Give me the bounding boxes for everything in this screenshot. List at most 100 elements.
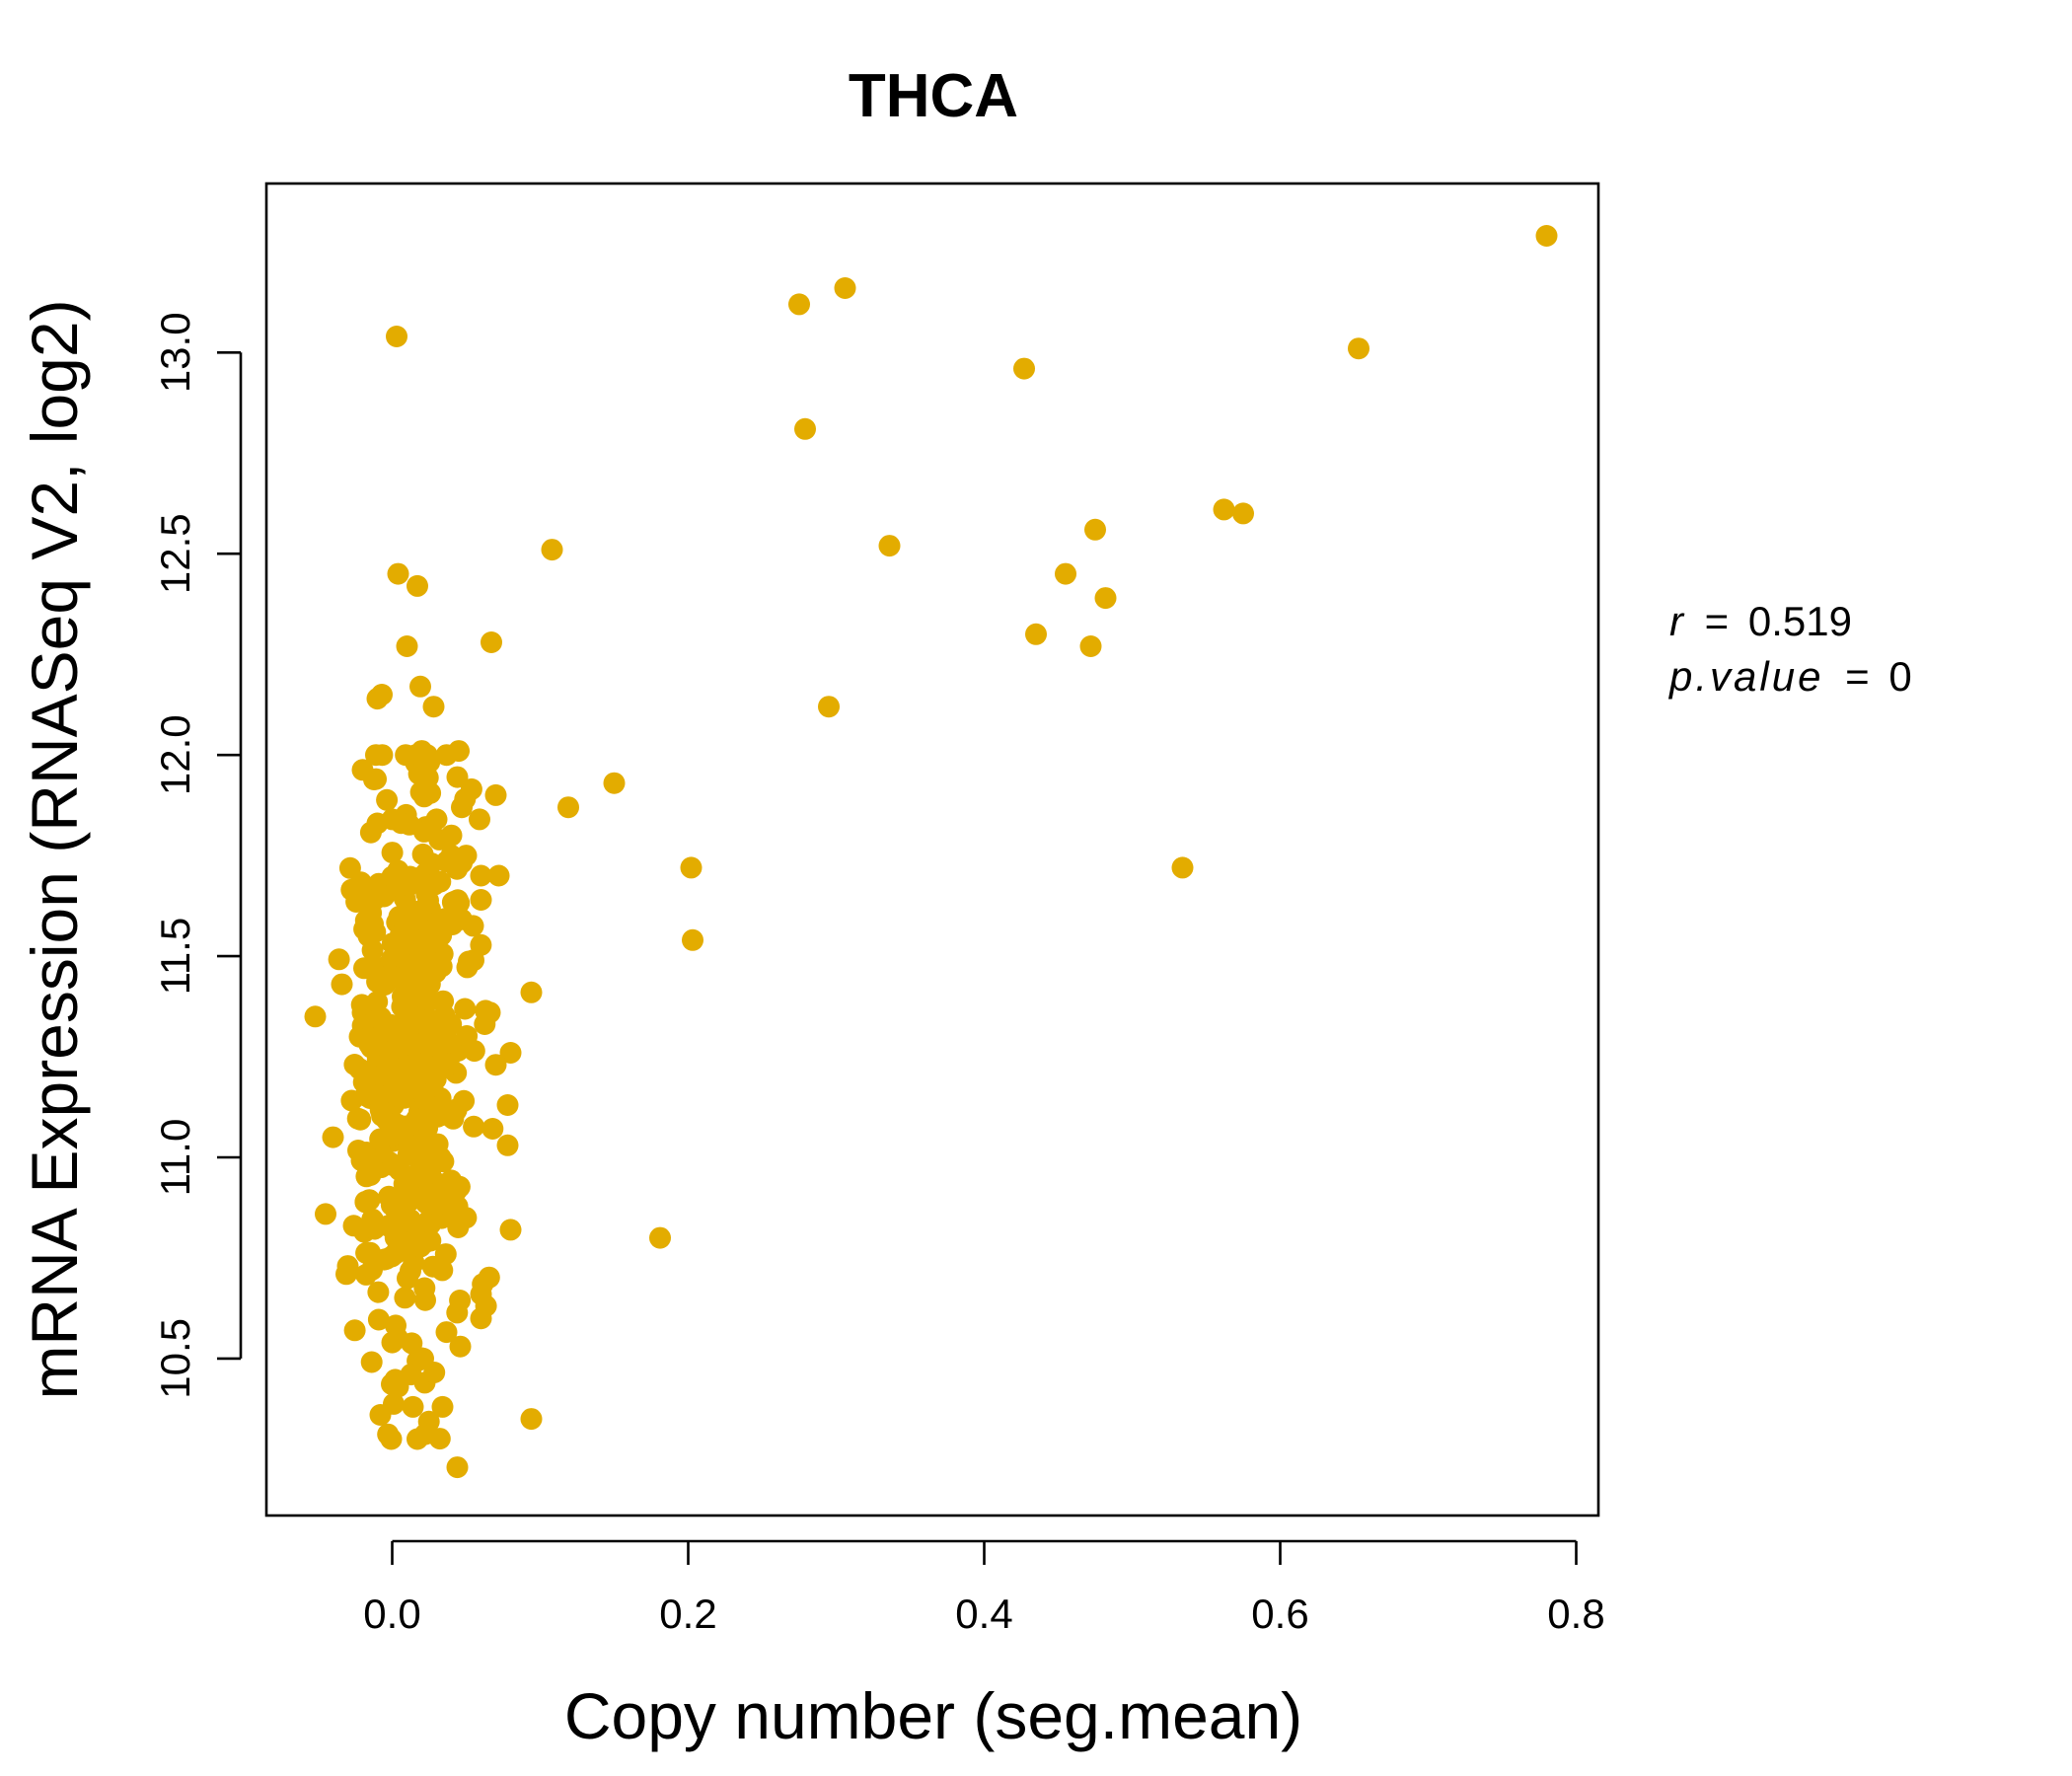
data-point [376, 788, 399, 811]
data-point [347, 1140, 369, 1161]
data-point [431, 1259, 454, 1282]
y-tick-label: 13.0 [152, 312, 198, 393]
data-point [818, 696, 840, 718]
data-point [417, 1410, 440, 1433]
data-point [400, 1364, 422, 1386]
data-point [402, 953, 424, 976]
data-point [340, 1089, 363, 1112]
data-point [1232, 502, 1254, 525]
data-point [520, 1408, 543, 1431]
data-point [400, 1061, 421, 1083]
data-point [377, 1423, 400, 1445]
data-point [1094, 587, 1117, 610]
data-point [331, 973, 353, 996]
data-point [1079, 635, 1102, 657]
data-point [463, 1040, 485, 1063]
data-point [376, 1054, 399, 1076]
stat-r-equals: = [1705, 598, 1730, 644]
data-point [352, 1071, 375, 1093]
data-point [435, 1321, 458, 1344]
data-point [557, 796, 579, 819]
data-point [449, 1290, 472, 1311]
x-tick-label: 0.0 [363, 1591, 420, 1637]
data-point [1013, 357, 1035, 380]
data-point [1213, 498, 1235, 521]
data-point [373, 885, 396, 908]
data-point [441, 891, 464, 914]
stat-r-value: 0.519 [1748, 598, 1852, 644]
data-point [383, 1392, 405, 1415]
data-point [439, 910, 462, 932]
data-point [426, 1057, 449, 1079]
data-point [383, 1118, 406, 1141]
data-point [381, 808, 404, 831]
y-axis-label: mRNA Expression (RNASeq V2, log2) [18, 299, 91, 1399]
data-point [680, 856, 703, 879]
data-point [423, 873, 446, 896]
data-point [472, 1273, 494, 1295]
data-point [383, 1016, 406, 1039]
data-point [406, 1108, 428, 1131]
data-point [420, 852, 443, 875]
data-point [413, 1231, 435, 1254]
data-point [402, 1395, 424, 1418]
data-point [361, 958, 384, 980]
x-axis-label: Copy number (seg.mean) [564, 1679, 1302, 1752]
data-point [788, 293, 810, 316]
data-point [448, 1175, 471, 1198]
data-point [407, 574, 428, 597]
data-point [446, 1456, 469, 1479]
data-point [418, 920, 441, 942]
data-point [435, 744, 458, 767]
data-point [431, 1395, 454, 1418]
data-point [400, 1260, 421, 1282]
stat-p-equals: = [1845, 653, 1870, 700]
data-point [499, 1219, 522, 1241]
data-point [1171, 856, 1194, 879]
data-point [1535, 225, 1558, 247]
data-point [362, 1209, 385, 1231]
data-point [428, 1428, 451, 1450]
y-tick-label: 11.0 [152, 1119, 198, 1197]
data-point [385, 1314, 407, 1337]
data-point [470, 933, 492, 956]
data-point [603, 772, 626, 794]
data-point [422, 696, 445, 718]
data-point [444, 1209, 467, 1231]
data-point [396, 1165, 417, 1188]
x-axis: 0.0 0.2 0.4 0.6 0.8 [363, 1539, 1605, 1637]
data-point [470, 889, 492, 911]
data-point [354, 1191, 377, 1214]
data-point [541, 539, 563, 561]
stat-r-line: r = 0.519 [1669, 598, 1852, 644]
data-point [395, 744, 417, 767]
data-point [396, 996, 418, 1018]
stat-p-label: p.value [1667, 653, 1823, 700]
data-point [315, 1203, 336, 1225]
x-tick-label: 0.6 [1251, 1591, 1308, 1637]
data-point [474, 1013, 496, 1035]
y-axis: 10.5 11.0 11.5 12.0 12.5 13.0 [152, 312, 243, 1399]
data-point [359, 821, 382, 844]
stat-p-line: p.value = 0 [1667, 653, 1912, 700]
data-point [304, 1005, 327, 1028]
y-tick-label: 12.0 [152, 714, 198, 795]
data-point [1025, 623, 1047, 645]
data-point [425, 1194, 448, 1216]
data-point [794, 417, 816, 440]
data-point [322, 1126, 344, 1148]
data-point [456, 956, 479, 979]
data-point [409, 675, 431, 698]
data-point [397, 924, 418, 946]
data-point [328, 948, 350, 971]
data-point [414, 1289, 436, 1311]
data-point [381, 842, 404, 864]
data-point [410, 1347, 433, 1369]
stat-r-label: r [1669, 598, 1685, 644]
data-point [367, 1308, 390, 1331]
data-point [433, 1019, 456, 1042]
data-point [484, 1054, 507, 1076]
x-tick-label: 0.4 [955, 1591, 1012, 1637]
